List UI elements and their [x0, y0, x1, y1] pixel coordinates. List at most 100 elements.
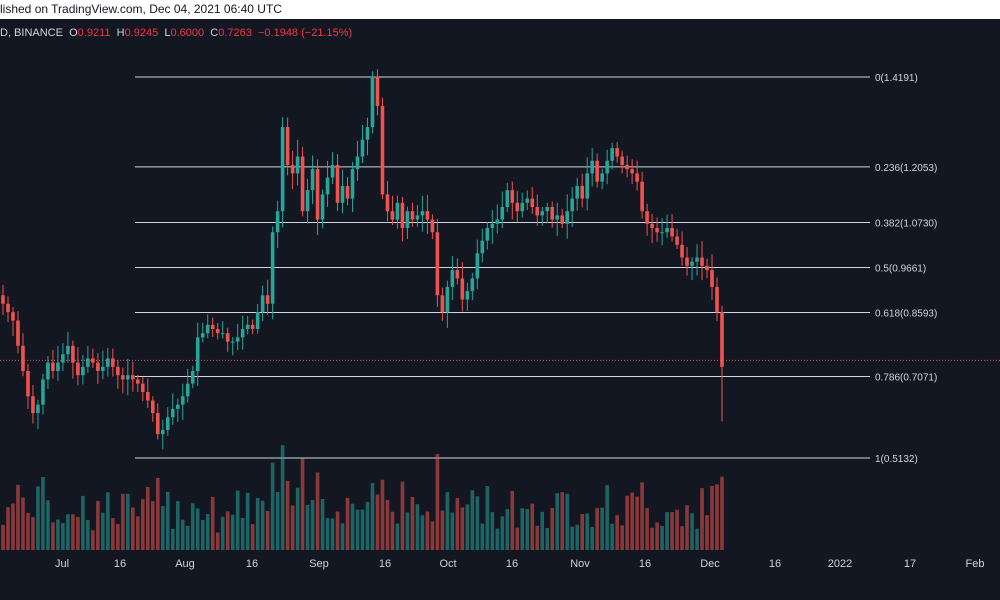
candle-body-126	[630, 169, 634, 174]
volume-bar-73	[365, 501, 370, 550]
candle-body-108	[540, 211, 545, 216]
candle-body-63	[315, 169, 320, 220]
volume-bar-126	[630, 492, 634, 550]
candle-body-73	[365, 127, 370, 140]
volume-bar-69	[345, 497, 350, 550]
candle-body-70	[350, 169, 355, 199]
candle-body-136	[680, 244, 684, 258]
volume-bar-57	[285, 480, 290, 550]
volume-bar-91	[455, 498, 460, 550]
x-tick-label-2: Aug	[175, 558, 195, 570]
volume-bar-84	[420, 515, 425, 550]
volume-bar-106	[530, 503, 535, 550]
volume-bar-118	[590, 526, 594, 550]
candle-body-62	[310, 169, 315, 191]
volume-bar-80	[400, 481, 405, 550]
candle-body-100	[500, 207, 505, 220]
open-value: 0.9211	[77, 27, 111, 39]
volume-bar-83	[415, 504, 420, 550]
x-tick-label-12: 2022	[828, 558, 852, 570]
candle-body-44	[220, 333, 225, 335]
candle-body-7	[36, 404, 40, 414]
volume-bar-122	[610, 523, 614, 550]
volume-bar-67	[335, 511, 340, 550]
candle-body-33	[165, 417, 170, 430]
candle-body-139	[695, 257, 699, 262]
fib-label-5: 0.786(0.7071)	[875, 372, 937, 383]
candle-body-111	[555, 215, 560, 220]
volume-bar-46	[230, 514, 235, 550]
volume-bar-0	[1, 524, 5, 550]
volume-bar-116	[580, 514, 584, 550]
candle-body-61	[305, 190, 310, 212]
candle-body-116	[580, 185, 584, 199]
candle-body-124	[620, 156, 624, 165]
volume-bar-130	[650, 527, 654, 550]
volume-bar-59	[295, 487, 300, 550]
candle-body-49	[245, 324, 250, 329]
candle-body-38	[190, 371, 195, 384]
candle-body-128	[640, 181, 644, 212]
candle-body-80	[400, 202, 405, 229]
candle-body-45	[225, 333, 230, 342]
volume-bar-64	[320, 498, 325, 550]
volume-bar-108	[540, 511, 545, 550]
volume-bar-101	[505, 509, 510, 550]
candle-body-17	[86, 358, 90, 367]
candle-body-4	[21, 345, 25, 372]
change-value: −0.1948 (−21.15%)	[257, 27, 353, 39]
volume-bar-119	[595, 507, 599, 550]
x-tick-label-11: 16	[769, 558, 781, 570]
candle-body-67	[335, 164, 340, 203]
volume-bar-4	[21, 497, 25, 550]
candle-body-74	[370, 76, 375, 128]
volume-bar-23	[116, 524, 120, 550]
candle-body-78	[390, 211, 395, 220]
fib-label-0: 0(1.4191)	[875, 73, 918, 84]
candle-body-125	[625, 164, 629, 170]
volume-bar-14	[71, 514, 75, 550]
candle-body-138	[690, 261, 694, 266]
candle-body-29	[145, 392, 150, 401]
volume-bar-94	[470, 490, 475, 550]
volume-bar-58	[290, 505, 295, 550]
volume-bar-131	[655, 522, 659, 550]
candle-body-16	[81, 366, 85, 376]
candle-body-34	[170, 408, 175, 418]
volume-bar-9	[46, 500, 50, 550]
fib-label-2: 0.382(1.0730)	[875, 219, 937, 230]
candle-body-106	[530, 198, 535, 208]
candle-body-60	[300, 156, 305, 212]
volume-bar-19	[96, 500, 100, 550]
symbol-exchange: D, BINANCE	[0, 27, 63, 39]
candle-body-105	[525, 198, 530, 203]
volume-bar-61	[305, 504, 310, 550]
candle-body-15	[76, 362, 80, 376]
volume-bar-7	[36, 486, 40, 550]
candle-body-3	[16, 320, 20, 346]
volume-bar-102	[510, 490, 515, 550]
x-tick-label-4: Sep	[309, 558, 329, 570]
candle-body-39	[195, 337, 200, 372]
candle-body-89	[445, 286, 450, 313]
volume-bars	[1, 445, 724, 550]
volume-bar-22	[111, 518, 115, 550]
candles	[1, 69, 724, 450]
candle-body-13	[66, 345, 70, 355]
candle-body-19	[96, 362, 100, 372]
candle-body-134	[670, 228, 674, 237]
candle-body-30	[150, 400, 155, 414]
volume-bar-39	[195, 508, 200, 550]
candle-body-22	[111, 358, 115, 367]
candle-body-8	[41, 379, 45, 405]
candle-body-25	[126, 375, 130, 380]
volume-bar-63	[315, 472, 320, 550]
volume-bar-53	[265, 511, 270, 550]
candle-body-68	[340, 185, 345, 203]
candle-body-66	[330, 164, 335, 178]
volume-bar-28	[141, 499, 145, 550]
open-label: O	[69, 27, 78, 39]
volume-bar-90	[450, 512, 455, 550]
volume-bar-89	[445, 492, 450, 550]
